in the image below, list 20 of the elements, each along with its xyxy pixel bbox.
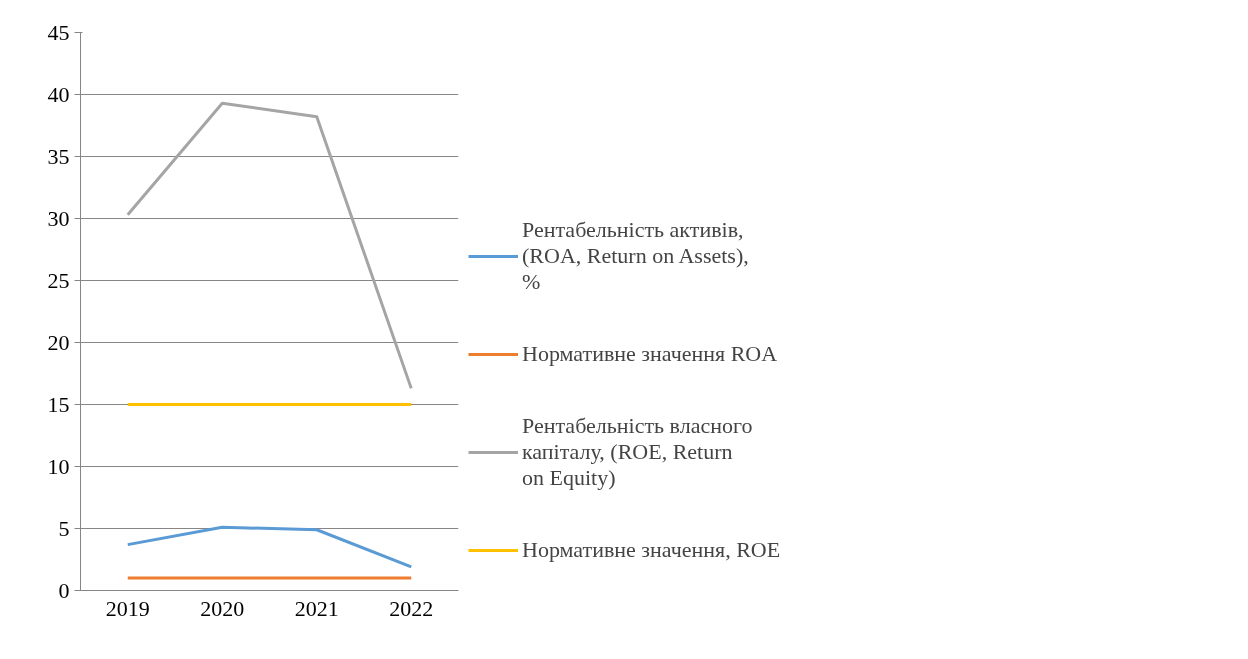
y-tick-label: 10 [47, 453, 70, 479]
legend-label: Рентабельність активів, (ROA, Return on Assets), % [522, 216, 749, 296]
y-tick-label: 45 [47, 19, 70, 45]
y-tick-label: 5 [58, 515, 70, 541]
x-tick-label: 2021 [294, 595, 339, 621]
x-tick-label: 2019 [105, 595, 150, 621]
line-series [126, 101, 413, 390]
y-tick-label: 30 [47, 205, 70, 231]
y-tick-label: 0 [58, 577, 70, 603]
legend-label: Нормативне значення, ROE [522, 536, 781, 564]
y-tick-label: 35 [47, 143, 70, 169]
y-tick-label: 15 [47, 391, 70, 417]
y-tick-label: 20 [47, 329, 70, 355]
y-tick-label: 40 [47, 81, 70, 107]
legend-label: Рентабельність власного капіталу, (ROE, Return on Equity) [522, 412, 753, 492]
x-tick-label: 2020 [200, 595, 245, 621]
y-tick-label: 25 [47, 267, 70, 293]
line-series [126, 525, 413, 569]
x-tick-label: 2022 [389, 595, 434, 621]
legend-label: Нормативне значення ROA [522, 340, 778, 368]
